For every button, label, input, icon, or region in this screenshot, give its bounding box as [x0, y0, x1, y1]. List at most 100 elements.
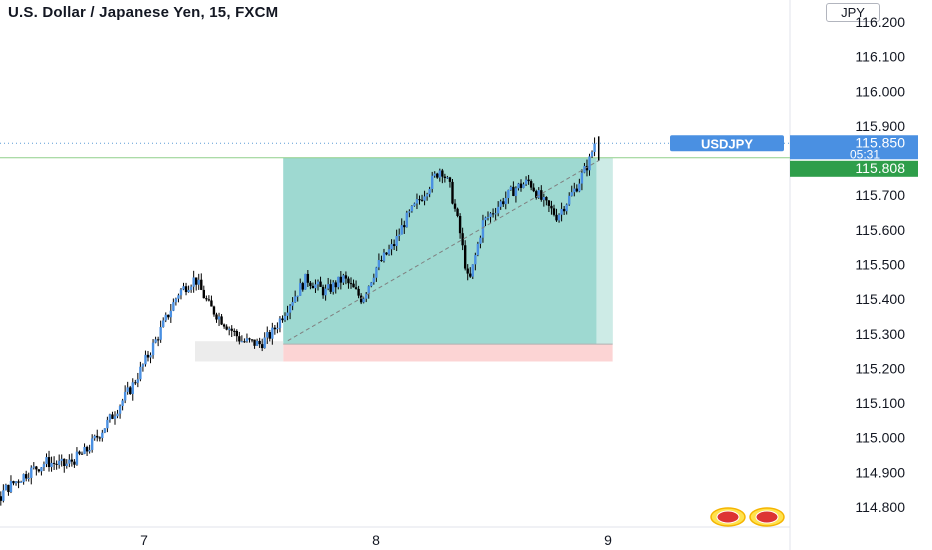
- candle-body: [12, 481, 15, 484]
- price-axis: 116.200 116.100 116.000 115.900 115.700 115.6…: [855, 14, 905, 515]
- candle-body: [387, 249, 391, 255]
- candle-body: [154, 339, 157, 343]
- candle-body: [182, 286, 185, 290]
- candle-body: [296, 295, 299, 297]
- profit-zone: [283, 157, 613, 345]
- candle-body: [420, 199, 424, 201]
- candle-body: [512, 186, 515, 196]
- candle-body: [9, 481, 13, 493]
- y-tick-label: 115.400: [855, 291, 905, 307]
- candle-body: [40, 467, 43, 472]
- candle-body: [2, 490, 5, 501]
- candle-body: [451, 181, 454, 204]
- candle-body: [17, 481, 20, 483]
- target-price-badge: [790, 160, 918, 177]
- candle-body: [141, 364, 145, 367]
- candle-body: [560, 208, 563, 215]
- candle-body: [438, 170, 441, 178]
- candle-body: [311, 285, 315, 289]
- candle-body: [7, 484, 10, 493]
- candle-body: [550, 205, 553, 209]
- candle-body: [316, 281, 320, 285]
- candle-body: [129, 387, 132, 395]
- candle-body: [167, 314, 170, 318]
- candle-body: [210, 300, 213, 307]
- candle-body: [192, 277, 195, 287]
- candle-body: [174, 298, 178, 303]
- candle-body: [85, 446, 89, 452]
- candle-body: [197, 279, 200, 285]
- y-tick-label: 115.200: [855, 360, 905, 376]
- candle-body: [139, 366, 142, 380]
- candle-body: [339, 276, 343, 283]
- candle-body: [314, 284, 317, 289]
- y-tick-label: 115.100: [855, 395, 905, 411]
- candle-body: [65, 463, 68, 466]
- candle-body: [479, 237, 482, 244]
- candle-body: [118, 406, 122, 414]
- candle-body: [202, 289, 206, 299]
- candle-body: [83, 446, 86, 454]
- candle-body: [377, 260, 381, 268]
- y-tick-label: 115.000: [855, 430, 905, 446]
- y-tick-label: 114.900: [855, 464, 905, 480]
- candle-body: [359, 295, 363, 303]
- candle-body: [562, 208, 566, 212]
- candle-body: [291, 302, 294, 306]
- candle-body: [263, 337, 266, 349]
- candle-body: [222, 324, 226, 327]
- candle-body: [349, 283, 353, 285]
- candle-body: [357, 288, 360, 296]
- x-tick-label: 7: [140, 532, 148, 548]
- candle-body: [306, 273, 310, 283]
- candle-body: [575, 188, 579, 192]
- candle-body: [248, 338, 251, 340]
- candle-body: [385, 252, 388, 255]
- candle-body: [430, 175, 434, 189]
- candle-body: [321, 286, 325, 296]
- candle-body: [344, 275, 348, 279]
- candle-body: [542, 197, 546, 200]
- candle-body: [207, 299, 211, 301]
- candle-body: [527, 179, 530, 182]
- candle-body: [123, 391, 127, 401]
- candle-body: [24, 474, 28, 479]
- current-price-label: 115.850: [855, 134, 905, 150]
- candle-body: [189, 286, 193, 290]
- candle-body: [113, 416, 117, 419]
- candle-body: [354, 287, 358, 289]
- candle-body: [540, 190, 543, 200]
- candle-body: [281, 318, 284, 321]
- candle-body: [441, 170, 444, 177]
- candle-body: [578, 183, 581, 192]
- candle-body: [324, 288, 327, 296]
- candle-body: [570, 192, 573, 196]
- candle-body: [392, 244, 396, 247]
- candle-body: [461, 233, 464, 246]
- candle-body: [80, 453, 84, 455]
- candle-body: [200, 279, 203, 290]
- candle-body: [301, 283, 304, 290]
- candle-body: [111, 414, 114, 419]
- currency-button[interactable]: JPY: [826, 3, 880, 22]
- candle-body: [278, 318, 282, 328]
- candle-body: [474, 255, 477, 265]
- candle-body: [0, 496, 3, 501]
- candle-body: [565, 204, 568, 212]
- candle-body: [146, 354, 150, 358]
- candle-body: [588, 156, 591, 171]
- chart-title: U.S. Dollar / Japanese Yen, 15, FXCM: [8, 4, 279, 21]
- candle-body: [453, 203, 457, 209]
- candle-body: [258, 340, 261, 345]
- candle-body: [408, 211, 411, 213]
- target-price-label: 115.808: [855, 160, 905, 176]
- candle-body: [47, 457, 51, 468]
- candle-body: [471, 264, 474, 277]
- candle-body: [134, 382, 137, 384]
- candle-body: [342, 275, 345, 283]
- candle-body: [370, 282, 373, 287]
- y-tick-label: 115.500: [855, 257, 905, 273]
- candle-body: [32, 466, 35, 468]
